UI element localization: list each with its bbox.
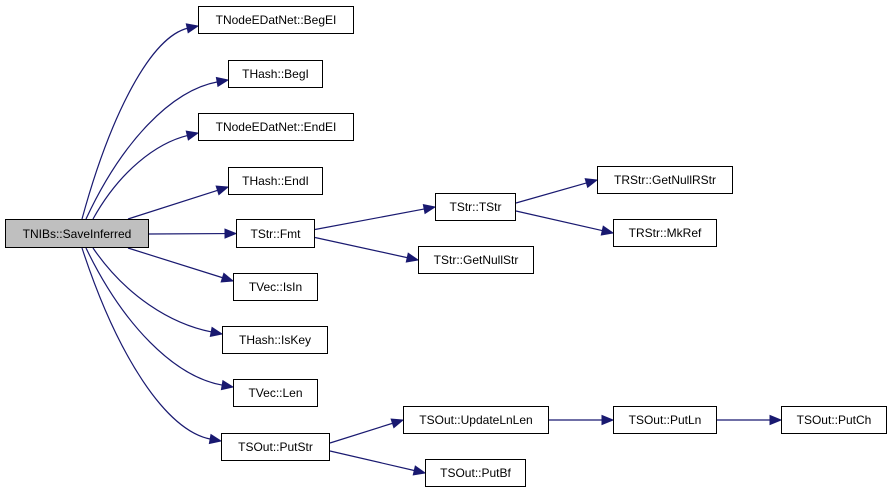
node-putln[interactable]: TSOut::PutLn (613, 406, 717, 434)
edge-fmt-getnullstr (314, 236, 409, 259)
edge-root-isin (127, 247, 224, 279)
edge-tstr-mkref (515, 210, 604, 232)
node-getnullrstr[interactable]: TRStr::GetNullRStr (597, 166, 733, 194)
edge-root-putstr (81, 247, 212, 440)
node-getnullstr[interactable]: TStr::GetNullStr (418, 246, 534, 274)
node-endel[interactable]: TNodeEDatNet::EndEI (198, 113, 354, 141)
edge-root-begel (81, 27, 189, 220)
edge-root-begi (85, 81, 219, 220)
node-putstr[interactable]: TSOut::PutStr (221, 433, 330, 461)
node-root[interactable]: TNIBs::SaveInferred (5, 219, 149, 248)
node-putbf[interactable]: TSOut::PutBf (425, 459, 526, 487)
edge-root-endel (92, 134, 189, 220)
arrowhead-root-fmt (224, 228, 238, 239)
arrowhead-putln-putch (769, 414, 783, 426)
node-endi[interactable]: THash::EndI (228, 167, 323, 195)
edge-root-iskey (92, 247, 213, 333)
node-begel[interactable]: TNodeEDatNet::BegEI (198, 6, 354, 34)
node-updatelnlen[interactable]: TSOut::UpdateLnLen (403, 406, 549, 434)
node-isin[interactable]: TVec::IsIn (233, 273, 318, 301)
node-begi[interactable]: THash::BegI (228, 60, 323, 88)
node-mkref[interactable]: TRStr::MkRef (613, 219, 717, 247)
arrowhead-updatelnlen-putln (601, 414, 615, 426)
edge-tstr-getnullrstr (515, 182, 588, 204)
edge-fmt-tstr (314, 208, 426, 231)
node-putch[interactable]: TSOut::PutCh (781, 406, 887, 434)
node-fmt[interactable]: TStr::Fmt (236, 219, 315, 248)
node-len[interactable]: TVec::Len (233, 379, 318, 407)
edge-putstr-updatelnlen (329, 422, 394, 444)
node-tstr[interactable]: TStr::TStr (435, 193, 516, 221)
edge-root-len (85, 247, 224, 386)
node-iskey[interactable]: THash::IsKey (222, 326, 328, 354)
edge-root-endi (127, 189, 219, 220)
edge-putstr-putbf (329, 450, 416, 472)
